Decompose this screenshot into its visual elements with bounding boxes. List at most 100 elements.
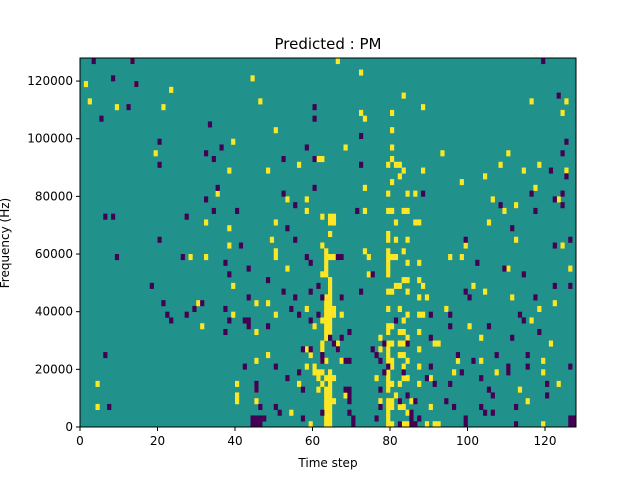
x-tick-label: 40 — [227, 434, 242, 448]
heatmap-cell-high — [386, 161, 391, 168]
heatmap-cell-high — [254, 328, 259, 336]
heatmap-cell-low — [378, 386, 383, 393]
heatmap-cell-low — [455, 352, 461, 359]
heatmap-cell-low — [254, 421, 259, 428]
heatmap-cell-low — [525, 363, 530, 370]
y-tick-label: 80000 — [35, 189, 73, 203]
heatmap-cell-high — [564, 167, 569, 174]
heatmap-cell-low — [328, 334, 333, 341]
heatmap-cell-low — [359, 288, 364, 295]
heatmap-cell-high — [479, 334, 484, 341]
heatmap-cell-high — [421, 311, 426, 318]
heatmap-cell-low — [347, 409, 352, 416]
heatmap-cell-high — [533, 184, 538, 191]
heatmap-cell-high — [541, 357, 546, 364]
heatmap-cell-low — [266, 277, 271, 284]
heatmap-cell-high — [362, 115, 368, 122]
heatmap-cell-low — [490, 409, 495, 416]
heatmap-cell-low — [297, 369, 302, 376]
heatmap-cell-high — [397, 403, 402, 411]
heatmap-cell-high — [324, 294, 329, 301]
heatmap-cell-low — [281, 156, 286, 163]
heatmap-cell-high — [308, 352, 313, 359]
heatmap-cell-high — [320, 271, 325, 278]
heatmap-cell-low — [320, 409, 325, 416]
heatmap-cell-high — [560, 109, 565, 116]
heatmap-cell-low — [254, 380, 259, 387]
heatmap-cell-low — [250, 415, 255, 422]
heatmap-cell-high — [386, 375, 391, 382]
heatmap-cell-high — [386, 369, 391, 376]
heatmap-cell-high — [95, 380, 100, 387]
heatmap-cell-high — [405, 259, 410, 266]
heatmap-cell-high — [308, 421, 313, 428]
heatmap-cell-low — [517, 311, 523, 318]
heatmap-cell-low — [339, 294, 344, 301]
heatmap-cell-low — [293, 294, 298, 301]
heatmap-cell-high — [153, 150, 158, 157]
heatmap-cell-high — [510, 294, 515, 301]
heatmap-cell-low — [424, 375, 430, 382]
heatmap-cell-high — [331, 254, 337, 261]
heatmap-cell-low — [397, 398, 402, 405]
heatmap-cell-low — [304, 144, 309, 151]
heatmap-cell-low — [448, 380, 453, 387]
heatmap-cell-high — [386, 415, 391, 422]
heatmap-cell-low — [134, 81, 139, 88]
heatmap-cell-high — [417, 363, 422, 370]
heatmap-cell-low — [223, 305, 228, 312]
heatmap-cell-low — [320, 294, 325, 301]
heatmap-cell-high — [250, 75, 255, 82]
heatmap-cell-high — [386, 403, 391, 411]
heatmap-cell-high — [273, 248, 278, 255]
heatmap-cell-low — [428, 334, 433, 341]
heatmap-cell-high — [386, 380, 391, 387]
x-axis-ticks: 0 20 40 60 80 100 120 — [76, 427, 556, 448]
heatmap-cell-low — [467, 294, 472, 301]
heatmap-cell-high — [324, 254, 329, 261]
heatmap-cell-high — [374, 375, 379, 382]
heatmap-cell-high — [401, 248, 406, 255]
heatmap-cell-low — [533, 294, 538, 301]
x-tick-label: 60 — [305, 434, 320, 448]
heatmap-cell-high — [541, 421, 546, 428]
heatmap-cell-high — [506, 265, 511, 272]
heatmap-cell-low — [413, 398, 418, 405]
heatmap-cell-high — [421, 104, 426, 111]
heatmap-cell-low — [223, 259, 228, 266]
heatmap-cell-low — [227, 317, 232, 324]
heatmap-cell-low — [463, 288, 468, 295]
heatmap-cell-low — [238, 242, 244, 249]
heatmap-cell-high — [436, 421, 441, 428]
heatmap-cell-low — [378, 403, 383, 411]
heatmap-cell-high — [498, 161, 503, 168]
heatmap-cell-high — [231, 138, 236, 145]
heatmap-cell-low — [308, 259, 313, 266]
heatmap-cell-low — [494, 352, 499, 359]
heatmap-cell-high — [405, 357, 410, 364]
heatmap-cell-low — [393, 317, 399, 324]
heatmap-cell-low — [157, 161, 162, 168]
heatmap-cell-high — [331, 311, 337, 318]
heatmap-cell-high — [486, 219, 492, 226]
heatmap-cell-low — [479, 403, 484, 411]
heatmap-cell-high — [397, 282, 402, 289]
heatmap-cell-low — [397, 421, 402, 428]
heatmap-cell-low — [359, 161, 364, 168]
heatmap-cell-high — [304, 305, 309, 312]
heatmap-cell-high — [386, 305, 391, 312]
heatmap-cell-high — [328, 305, 333, 312]
heatmap-cell-high — [331, 398, 337, 405]
heatmap-cell-low — [103, 352, 108, 359]
heatmap-cell-high — [459, 254, 464, 261]
heatmap-cell-high — [231, 311, 236, 318]
heatmap-cell-high — [273, 311, 278, 318]
heatmap-cell-low — [262, 415, 267, 422]
heatmap-cell-high — [452, 369, 457, 376]
heatmap-cell-high — [483, 288, 488, 295]
heatmap-cell-high — [413, 190, 418, 197]
heatmap-cell-high — [397, 352, 402, 359]
heatmap-cell-high — [324, 305, 329, 312]
heatmap-cell-high — [328, 375, 333, 382]
heatmap-cell-high — [397, 161, 402, 168]
